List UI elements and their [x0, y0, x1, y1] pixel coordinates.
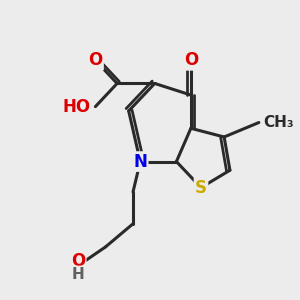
Text: H: H [72, 267, 84, 282]
Text: O: O [184, 51, 198, 69]
Text: HO: HO [63, 98, 91, 116]
Text: CH₃: CH₃ [263, 115, 294, 130]
Text: S: S [195, 178, 207, 196]
Text: O: O [88, 51, 103, 69]
Text: O: O [71, 252, 85, 270]
Text: N: N [133, 153, 147, 171]
